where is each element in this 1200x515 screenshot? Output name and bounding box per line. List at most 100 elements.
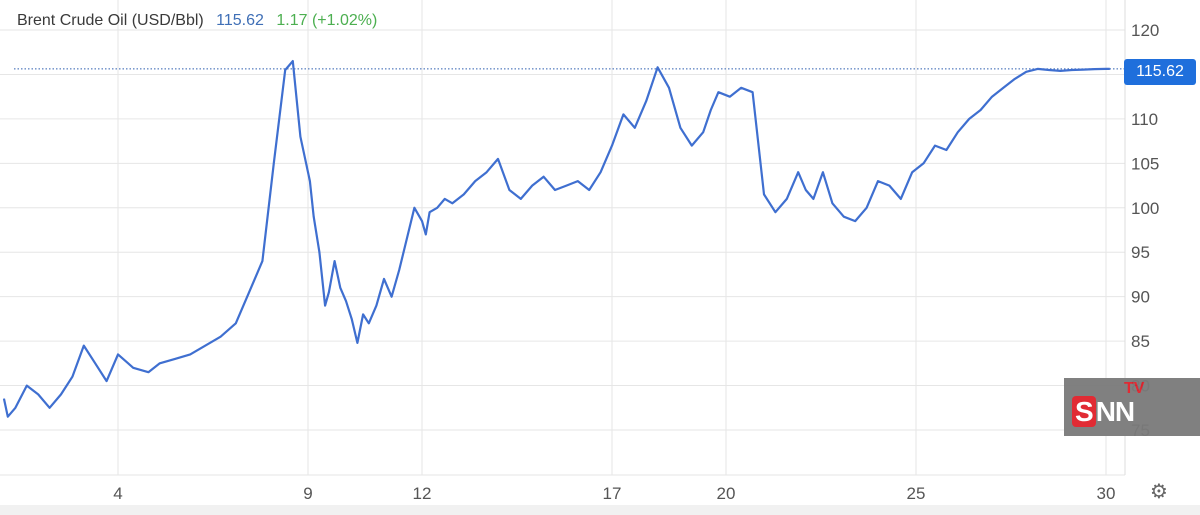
x-axis-ticks: 4 9 12 17 20 25 30 [113, 484, 1115, 503]
price-data-point [866, 207, 868, 209]
price-data-point [463, 193, 465, 196]
price-data-point [634, 127, 636, 129]
x-tick-label: 12 [413, 484, 432, 503]
price-data-point [668, 87, 670, 89]
price-data-point [391, 296, 393, 298]
price-data-point [451, 202, 453, 204]
price-data-point [854, 220, 856, 222]
price-data-point [1014, 78, 1016, 80]
price-data-point [383, 278, 385, 280]
price-data-point [305, 162, 307, 164]
x-tick-label: 4 [113, 484, 122, 503]
price-data-point [299, 136, 301, 138]
price-data-point [189, 353, 191, 356]
y-tick-label: 85 [1131, 332, 1150, 351]
x-tick-label: 17 [603, 484, 622, 503]
price-data-point [717, 91, 720, 93]
price-data-point [356, 342, 358, 344]
price-data-point [368, 322, 370, 324]
price-data-point [351, 318, 353, 320]
price-data-point [339, 287, 341, 289]
y-tick-label: 100 [1131, 199, 1159, 218]
price-data-point [554, 189, 556, 191]
price-data-point [645, 100, 647, 102]
price-data-point [334, 260, 336, 262]
price-data-point [968, 118, 970, 120]
price-data-point [1059, 70, 1061, 72]
price-data-point [805, 189, 807, 191]
price-data-point [235, 322, 237, 324]
price-data-point [1082, 68, 1084, 71]
price-data-point [292, 60, 294, 62]
logo-s-letter: S [1072, 396, 1096, 427]
x-tick-label: 30 [1097, 484, 1116, 503]
price-data-point [565, 184, 568, 187]
price-series-line [2, 60, 1110, 418]
y-tick-label: 105 [1131, 154, 1159, 173]
price-data-point [980, 109, 982, 111]
price-data-point [679, 127, 682, 129]
price-data-point [436, 207, 438, 209]
gear-icon[interactable]: ⚙ [1150, 481, 1168, 503]
price-data-point [600, 171, 602, 173]
price-data-point [313, 216, 315, 218]
price-data-point [691, 144, 693, 147]
price-data-point [406, 238, 408, 240]
price-data-point [923, 162, 925, 164]
price-data-point [284, 69, 286, 71]
price-data-point [797, 171, 799, 173]
x-tick-label: 9 [303, 484, 312, 503]
price-data-point [362, 313, 364, 316]
price-data-point [1025, 71, 1027, 73]
y-tick-label: 90 [1131, 288, 1150, 307]
logo-tv-text: TV [1124, 380, 1145, 397]
price-data-point [888, 184, 891, 187]
price-data-point [474, 180, 476, 182]
price-data-point [900, 198, 902, 200]
bottom-band [0, 505, 1200, 515]
price-data-point [531, 184, 533, 187]
price-data-point [752, 91, 754, 93]
price-data-point [945, 149, 948, 151]
price-data-point [774, 211, 777, 213]
x-tick-label: 25 [907, 484, 926, 503]
price-change: 1.17 (+1.02%) [276, 12, 378, 29]
price-data-point [421, 220, 423, 222]
price-data-point [702, 131, 704, 133]
price-data-point [49, 407, 51, 409]
price-data-point [261, 260, 263, 262]
price-data-point [3, 398, 5, 400]
price-data-point [26, 384, 28, 387]
price-data-point [413, 207, 415, 209]
snn-tv-logo: TV S NN [1064, 378, 1200, 436]
price-data-point [822, 171, 824, 173]
price-data-point [1094, 68, 1096, 70]
price-data-point [318, 251, 320, 253]
price-data-point [710, 109, 712, 111]
price-data-point [174, 358, 176, 360]
price-data-point [204, 344, 206, 347]
price-data-point [622, 113, 625, 116]
price-data-point [425, 233, 427, 236]
price-data-point [588, 189, 590, 191]
price-data-point [934, 144, 936, 147]
series-layer [2, 60, 1111, 418]
price-data-point [106, 380, 108, 382]
price-data-point [543, 176, 545, 178]
price-data-point [911, 171, 913, 173]
current-price: 115.62 [216, 12, 264, 29]
price-data-point [1037, 68, 1039, 70]
price-data-point [577, 180, 579, 182]
price-data-point [345, 300, 347, 302]
price-data-point [877, 180, 879, 182]
price-data-point [246, 296, 248, 298]
price-data-point [486, 171, 488, 173]
price-data-point [14, 407, 16, 409]
y-tick-label: 95 [1131, 243, 1150, 262]
price-data-point [508, 189, 510, 191]
y-tick-label: 120 [1131, 21, 1159, 40]
price-data-point [729, 96, 731, 98]
price-data-point [1048, 69, 1050, 71]
price-data-point [429, 211, 431, 213]
price-data-point [324, 304, 326, 307]
